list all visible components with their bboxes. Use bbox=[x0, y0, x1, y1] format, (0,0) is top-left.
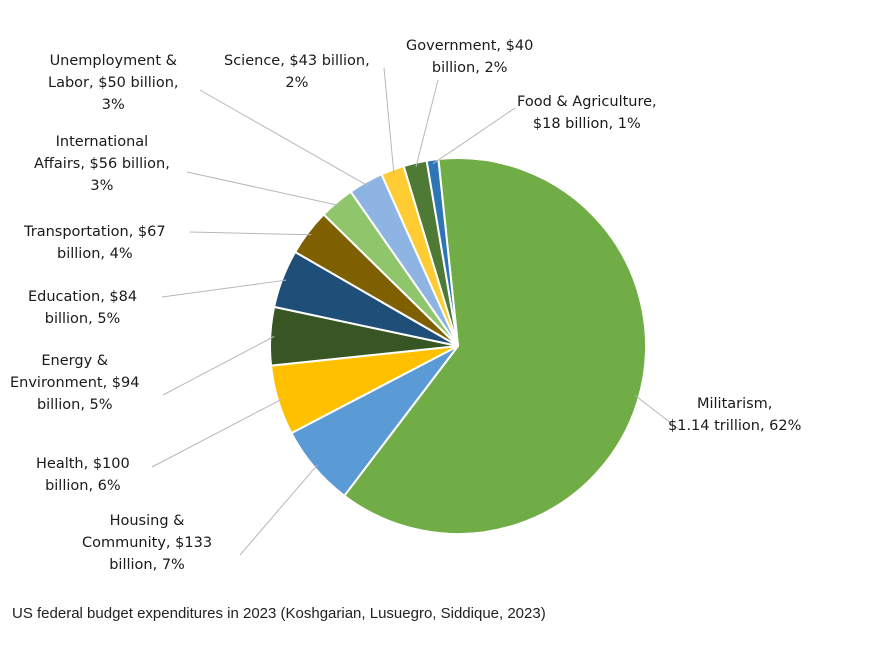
data-label-line: billion, 2% bbox=[431, 60, 508, 76]
data-label: International Affairs, $56 billion, 3% bbox=[34, 131, 170, 197]
data-label-line: Militarism, bbox=[696, 396, 773, 412]
leader-line bbox=[415, 79, 439, 167]
data-label: Militarism, $1.14 trillion, 62% bbox=[668, 393, 801, 437]
data-label-line: Environment, $94 bbox=[10, 375, 140, 391]
data-label: Energy & Environment, $94 billion, 5% bbox=[10, 350, 139, 416]
data-label: Housing & Community, $133 billion, 7% bbox=[82, 510, 212, 576]
data-label-line: Science, $43 billion, bbox=[224, 53, 370, 69]
data-label-line: $1.14 trillion, 62% bbox=[668, 418, 802, 434]
leader-line bbox=[634, 395, 681, 431]
data-label-line: billion, 7% bbox=[109, 557, 185, 573]
pie-chart bbox=[151, 67, 681, 556]
leader-line bbox=[189, 231, 312, 236]
data-label-line: Labor, $50 billion, bbox=[48, 75, 179, 91]
data-label-line: Community, $133 bbox=[82, 535, 213, 551]
leader-line bbox=[162, 335, 275, 396]
leader-line bbox=[239, 464, 318, 556]
data-label-line: 3% bbox=[101, 97, 125, 113]
data-label-line: Energy & bbox=[41, 353, 109, 369]
leader-line bbox=[199, 89, 368, 187]
figure-caption: US federal budget expenditures in 2023 (… bbox=[12, 605, 546, 622]
leader-line bbox=[432, 107, 516, 165]
data-label: Government, $40 billion, 2% bbox=[406, 35, 533, 79]
data-label-line: Transportation, $67 bbox=[24, 224, 166, 240]
data-label-line: Health, $100 bbox=[36, 456, 130, 472]
data-label-line: Food & Agriculture, bbox=[517, 94, 657, 110]
data-label-line: Unemployment & bbox=[49, 53, 177, 69]
leader-line bbox=[161, 279, 287, 298]
data-label-line: Government, $40 bbox=[406, 38, 534, 54]
data-label-line: 3% bbox=[90, 178, 114, 194]
data-label-line: billion, 5% bbox=[36, 397, 113, 413]
data-label: Science, $43 billion, 2% bbox=[224, 50, 370, 94]
data-label-line: International bbox=[55, 134, 149, 150]
data-label: Food & Agriculture, $18 billion, 1% bbox=[517, 91, 657, 135]
data-label-line: Affairs, $56 billion, bbox=[34, 156, 170, 172]
data-label-line: Education, $84 bbox=[28, 289, 138, 305]
pie-slice-food-agriculture bbox=[425, 157, 459, 347]
leader-line bbox=[186, 171, 340, 206]
data-label: Education, $84 billion, 5% bbox=[28, 286, 137, 330]
data-label-line: 2% bbox=[285, 75, 309, 91]
pie-slice-militarism bbox=[342, 157, 647, 535]
leader-line bbox=[151, 398, 283, 468]
data-label-line: billion, 5% bbox=[44, 311, 121, 327]
leader-line bbox=[383, 67, 395, 174]
data-label-line: $18 billion, 1% bbox=[532, 116, 641, 132]
data-label-line: billion, 6% bbox=[45, 478, 121, 494]
data-label: Health, $100 billion, 6% bbox=[36, 453, 130, 497]
data-label-line: Housing & bbox=[109, 513, 185, 529]
data-label-line: billion, 4% bbox=[57, 246, 133, 262]
data-label: Unemployment & Labor, $50 billion, 3% bbox=[48, 50, 179, 116]
data-label: Transportation, $67 billion, 4% bbox=[24, 221, 166, 265]
